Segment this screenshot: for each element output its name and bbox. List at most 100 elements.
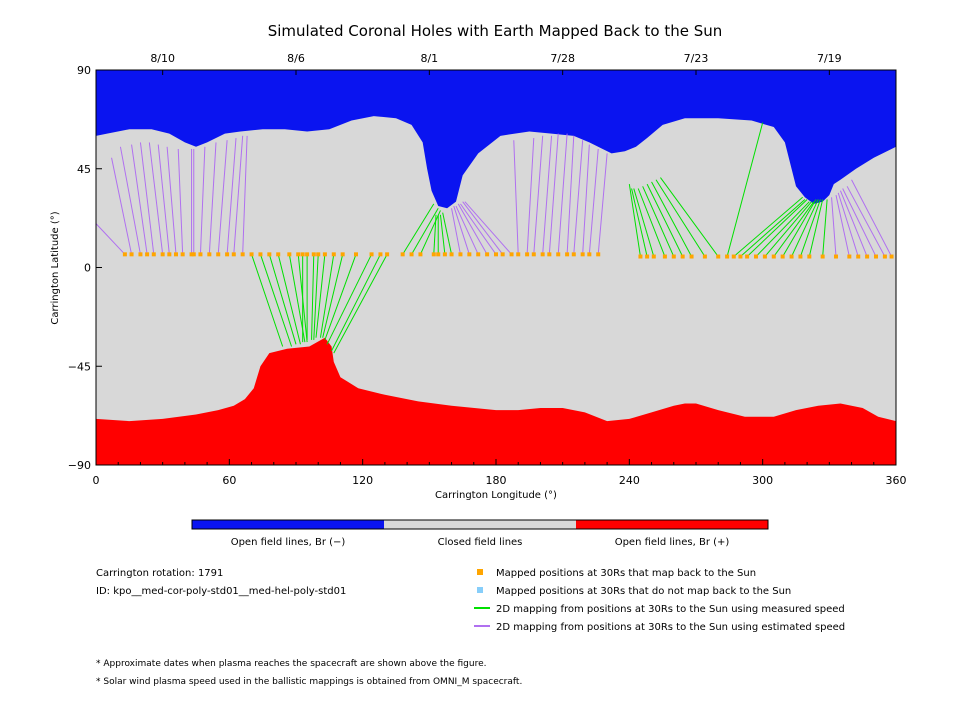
date-tick-label-1: 8/6 bbox=[287, 52, 305, 65]
colorbar-closed bbox=[384, 520, 576, 529]
mapped-point-63 bbox=[671, 254, 676, 259]
mapped-point-59 bbox=[638, 254, 643, 259]
mapped-point-82 bbox=[856, 254, 861, 259]
mapping-line-43 bbox=[455, 205, 479, 255]
mapped-point-53 bbox=[556, 252, 561, 257]
mapping-line-71 bbox=[746, 199, 808, 257]
mapped-point-21 bbox=[287, 252, 292, 257]
mapping-line-28 bbox=[319, 254, 335, 338]
x-tick-label-3: 180 bbox=[486, 474, 507, 487]
mapped-point-39 bbox=[442, 252, 447, 257]
legend-mapped-marker bbox=[477, 569, 483, 575]
legend: Mapped positions at 30Rs that map back t… bbox=[474, 568, 845, 633]
mapping-line-13 bbox=[217, 140, 228, 255]
mapping-line-0 bbox=[95, 223, 126, 255]
mapping-line-50 bbox=[533, 135, 544, 255]
mapped-point-34 bbox=[400, 252, 405, 257]
mapping-line-57 bbox=[588, 148, 599, 255]
date-tick-label-2: 8/1 bbox=[420, 52, 438, 65]
mapping-line-20 bbox=[277, 254, 301, 345]
mapping-line-79 bbox=[822, 199, 828, 257]
mapping-line-31 bbox=[326, 254, 373, 345]
mapping-line-72 bbox=[755, 201, 810, 257]
mapped-point-30 bbox=[354, 252, 358, 257]
legend-mapped-label: Mapped positions at 30Rs that map back t… bbox=[496, 568, 756, 579]
mapping-line-37 bbox=[433, 214, 437, 255]
mapped-point-38 bbox=[436, 252, 441, 257]
mapped-point-54 bbox=[565, 252, 570, 257]
mapped-point-47 bbox=[509, 252, 514, 257]
mapped-point-75 bbox=[780, 254, 785, 259]
colorbar: Open field lines, Br (−) Closed field li… bbox=[191, 519, 769, 548]
mapped-point-33 bbox=[385, 252, 390, 257]
mapped-point-15 bbox=[231, 252, 236, 257]
date-tick-label-5: 7/19 bbox=[817, 52, 842, 65]
mapped-points bbox=[122, 252, 894, 259]
mapping-line-46 bbox=[462, 201, 504, 255]
axes: 0 60 120 180 240 300 360 90 45 0 −45 −90 8/10 8/6 8/1 7… bbox=[68, 52, 907, 487]
mapping-line-42 bbox=[453, 205, 470, 255]
mapped-point-37 bbox=[431, 252, 436, 257]
colorbar-label-positive: Open field lines, Br (+) bbox=[615, 537, 730, 548]
mapped-point-78 bbox=[807, 254, 812, 259]
mapping-line-29 bbox=[322, 254, 344, 338]
y-axis-label: Carrington Latitude (°) bbox=[50, 211, 61, 324]
mapping-line-77 bbox=[799, 199, 821, 257]
colorbar-open-negative bbox=[192, 520, 384, 529]
mapping-line-78 bbox=[808, 199, 824, 257]
mapping-line-5 bbox=[148, 142, 164, 255]
mapped-point-74 bbox=[771, 254, 776, 259]
mapping-line-61 bbox=[633, 188, 655, 257]
mapping-line-68 bbox=[726, 122, 764, 257]
mapping-line-39 bbox=[439, 214, 446, 255]
legend-measured-label: 2D mapping from positions at 30Rs to the… bbox=[496, 604, 845, 615]
mapped-point-46 bbox=[500, 252, 505, 257]
mapping-line-35 bbox=[411, 207, 439, 255]
mapping-line-76 bbox=[791, 199, 819, 257]
mapped-point-20 bbox=[276, 252, 281, 257]
mapped-point-27 bbox=[322, 252, 327, 257]
mapped-point-85 bbox=[882, 254, 887, 259]
mapped-point-10 bbox=[191, 252, 196, 257]
mapping-line-55 bbox=[573, 140, 584, 255]
mapping-line-19 bbox=[268, 254, 297, 345]
x-axis-label: Carrington Longitude (°) bbox=[435, 490, 557, 501]
mapping-line-67 bbox=[660, 177, 719, 257]
mapped-point-5 bbox=[160, 252, 165, 257]
mapped-point-6 bbox=[167, 252, 172, 257]
mapping-line-11 bbox=[199, 146, 206, 255]
date-tick-label-0: 8/10 bbox=[150, 52, 175, 65]
mapped-point-65 bbox=[689, 254, 694, 259]
mapped-point-60 bbox=[645, 254, 650, 259]
mapped-point-66 bbox=[702, 254, 707, 259]
colorbar-frame bbox=[191, 519, 769, 530]
mapped-point-14 bbox=[225, 252, 230, 257]
mapped-point-44 bbox=[485, 252, 490, 257]
y-tick-label-3: −45 bbox=[68, 360, 91, 373]
mapped-point-17 bbox=[249, 252, 254, 257]
footnote-speed: * Solar wind plasma speed used in the ba… bbox=[96, 677, 522, 687]
mapped-point-12 bbox=[207, 252, 212, 257]
legend-unmapped-marker bbox=[477, 587, 483, 593]
carrington-rotation: Carrington rotation: 1791 bbox=[96, 568, 223, 579]
y-tick-label-4: −90 bbox=[68, 459, 91, 472]
mapping-line-6 bbox=[157, 144, 170, 255]
mapped-point-62 bbox=[662, 254, 667, 259]
footnote-dates: * Approximate dates when plasma reaches … bbox=[96, 659, 487, 669]
mapped-point-26 bbox=[316, 252, 321, 257]
mapping-line-63 bbox=[642, 186, 675, 257]
mapped-point-77 bbox=[798, 254, 803, 259]
mapped-point-76 bbox=[789, 254, 794, 259]
mapped-point-18 bbox=[258, 252, 263, 257]
mapped-point-68 bbox=[725, 254, 730, 259]
mapping-line-62 bbox=[637, 188, 666, 257]
date-tick-label-3: 7/28 bbox=[550, 52, 575, 65]
mapping-line-64 bbox=[646, 183, 684, 257]
mapping-line-18 bbox=[259, 254, 293, 347]
x-tick-label-2: 120 bbox=[352, 474, 373, 487]
north-coronal-hole bbox=[96, 70, 896, 209]
x-tick-label-6: 360 bbox=[886, 474, 907, 487]
x-tick-label-5: 300 bbox=[752, 474, 773, 487]
model-id: ID: kpo__med-cor-poly-std01__med-hel-pol… bbox=[96, 586, 346, 597]
